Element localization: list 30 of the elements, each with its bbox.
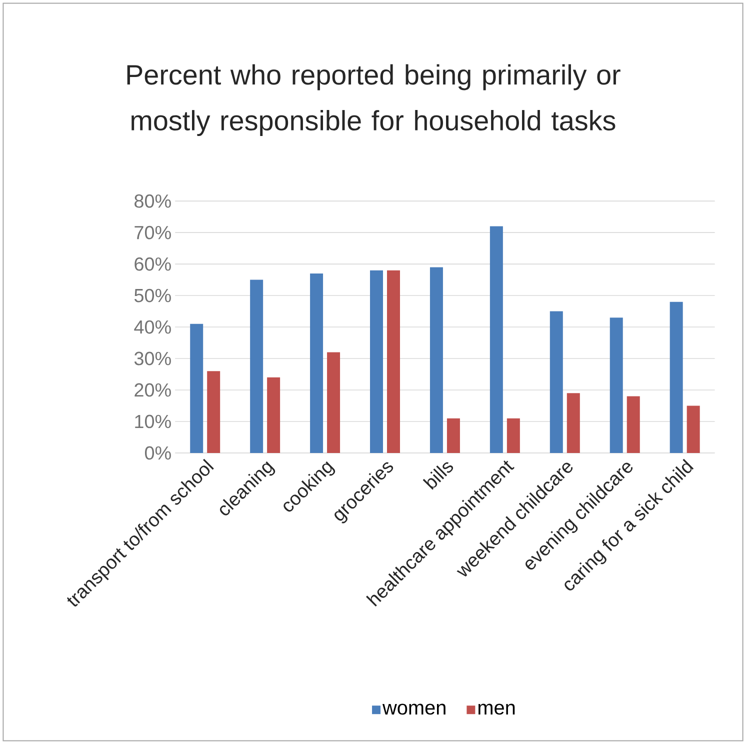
bar [267,377,280,453]
bar [370,270,384,453]
bar [670,302,683,453]
legend-label: women [382,704,446,715]
bar [506,418,520,453]
y-tick-label: 0% [144,446,171,460]
bar [250,280,264,453]
bar [387,270,400,453]
y-tick-label: 40% [134,320,171,334]
y-tick-label: 80% [134,194,171,208]
bar [550,311,563,453]
bar [686,406,700,453]
bar [626,396,640,453]
y-tick-label: 20% [134,383,171,397]
bar [310,273,324,453]
y-tick-label: 70% [134,226,171,240]
y-tick-label: 10% [135,414,171,428]
bar [446,418,460,453]
legend-label: men [478,704,515,715]
bar [207,371,220,453]
y-tick-label: 30% [134,352,171,366]
bar [566,393,580,453]
y-tick-label: 50% [134,288,171,302]
bar [327,352,340,453]
bar [610,318,623,453]
y-tick-label: 60% [134,257,171,271]
chart-title: Percent who reported being primarily or mostly responsible for household tasks [127,64,620,136]
bar [430,267,443,453]
bar [190,324,204,453]
bar [490,226,503,453]
